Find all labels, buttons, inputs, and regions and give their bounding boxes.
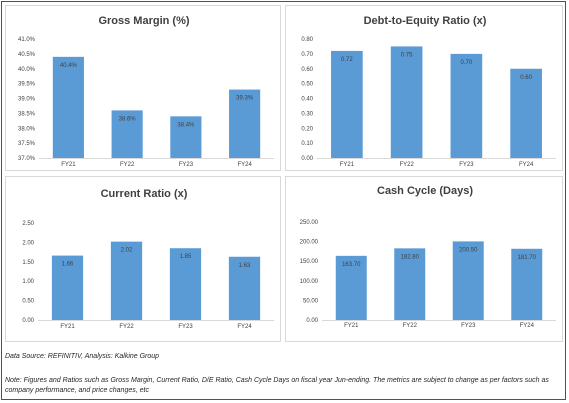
chart-debt-to-equity-svg: Debt-to-Equity Ratio (x) 0.00 0.10 0.20 0.30… <box>301 15 556 168</box>
debt-to-equity-ytick-label: 0.30 <box>301 111 313 117</box>
debt-to-equity-title: Debt-to-Equity Ratio (x) <box>364 15 487 27</box>
gross-margin-ytick-label: 37.0% <box>18 156 36 162</box>
cash-cycle-bar <box>452 241 484 320</box>
note-text: Note: Figures and Ratios such as Gross M… <box>5 377 549 394</box>
debt-to-equity-category-label: FY23 <box>459 162 474 168</box>
current-ratio-ytick-label: 2.50 <box>22 221 34 227</box>
cash-cycle-data-label: 163.70 <box>342 262 361 268</box>
gross-margin-category-label: FY23 <box>179 162 194 168</box>
debt-to-equity-category-label: FY21 <box>340 162 355 168</box>
data-source-text: Data Source: REFINITIV, Analysis: Kalkin… <box>5 353 160 360</box>
cash-cycle-category-label: FY24 <box>520 323 535 329</box>
current-ratio-category-label: FY22 <box>119 324 134 330</box>
current-ratio-category-label: FY21 <box>60 324 75 330</box>
cash-cycle-data-label: 182.80 <box>401 254 420 260</box>
chart-debt-to-equity: Debt-to-Equity Ratio (x) 0.00 0.10 0.20 0.30… <box>285 5 563 171</box>
gross-margin-bar <box>229 89 261 158</box>
debt-to-equity-category-label: FY24 <box>519 162 534 168</box>
gross-margin-ytick-label: 41.0% <box>18 37 36 43</box>
current-ratio-category-label: FY24 <box>237 324 252 330</box>
cash-cycle-data-label: 200.50 <box>459 247 478 253</box>
gross-margin-data-label: 38.6% <box>119 116 137 122</box>
gross-margin-bar <box>111 110 143 158</box>
debt-to-equity-ytick-label: 0.00 <box>301 156 313 162</box>
debt-to-equity-ytick-label: 0.60 <box>301 67 313 73</box>
current-ratio-bar <box>169 248 202 320</box>
debt-to-equity-bar <box>390 46 423 158</box>
debt-to-equity-ytick-label: 0.40 <box>301 97 313 103</box>
current-ratio-ytick-label: 0.50 <box>22 299 34 305</box>
current-ratio-ytick-label: 0.00 <box>22 318 34 324</box>
gross-margin-data-label: 38.4% <box>177 122 195 128</box>
current-ratio-ytick-label: 1.00 <box>22 279 34 285</box>
gross-margin-ytick-label: 38.5% <box>18 111 36 117</box>
cash-cycle-category-label: FY22 <box>403 323 418 329</box>
current-ratio-bar <box>110 241 143 320</box>
gross-margin-data-label: 40.4% <box>60 63 78 69</box>
gross-margin-ytick-label: 40.0% <box>18 67 36 73</box>
gross-margin-ytick-label: 40.5% <box>18 52 36 58</box>
chart-cash-cycle-svg: Cash Cycle (Days) 0.00 50.00 100.00 150.00 20… <box>300 185 556 329</box>
gross-margin-bar <box>170 116 202 158</box>
debt-to-equity-ytick-label: 0.20 <box>301 126 313 132</box>
current-ratio-ytick-label: 2.00 <box>22 240 34 246</box>
cash-cycle-ytick-label: 200.00 <box>300 240 319 246</box>
chart-current-ratio-svg: Current Ratio (x) 0.00 0.50 1.00 1.50 2.00 2.5… <box>22 188 274 330</box>
cash-cycle-ytick-label: 50.00 <box>303 298 319 304</box>
debt-to-equity-ytick-label: 0.70 <box>301 52 313 58</box>
chart-current-ratio: Current Ratio (x) 0.00 0.50 1.00 1.50 2.00 2.5… <box>5 176 281 342</box>
debt-to-equity-ytick-label: 0.80 <box>301 37 313 43</box>
debt-to-equity-bar <box>450 53 483 158</box>
gross-margin-category-label: FY21 <box>61 162 76 168</box>
current-ratio-data-label: 1.85 <box>180 254 192 260</box>
cash-cycle-category-label: FY21 <box>344 323 359 329</box>
debt-to-equity-category-label: FY22 <box>399 162 414 168</box>
current-ratio-bar <box>51 255 84 320</box>
debt-to-equity-bar <box>510 68 542 158</box>
cash-cycle-ytick-label: 0.00 <box>306 318 318 324</box>
gross-margin-category-label: FY24 <box>237 162 252 168</box>
chart-cash-cycle: Cash Cycle (Days) 0.00 50.00 100.00 150.00 20… <box>285 176 563 342</box>
debt-to-equity-ytick-label: 0.10 <box>301 141 313 147</box>
cash-cycle-title: Cash Cycle (Days) <box>377 185 473 197</box>
cash-cycle-category-label: FY23 <box>461 323 476 329</box>
cash-cycle-data-label: 181.70 <box>518 255 537 261</box>
gross-margin-title: Gross Margin (%) <box>98 15 189 27</box>
gross-margin-category-label: FY22 <box>120 162 135 168</box>
gross-margin-ytick-label: 37.5% <box>18 141 36 147</box>
debt-to-equity-data-label: 0.72 <box>341 57 353 63</box>
chart-gross-margin-svg: Gross Margin (%) 37.0% 37.5% 38.0% 38.5% 39.0… <box>18 15 274 168</box>
debt-to-equity-data-label: 0.70 <box>461 60 473 66</box>
gross-margin-bar <box>52 56 84 158</box>
current-ratio-ytick-label: 1.50 <box>22 260 34 266</box>
gross-margin-ytick-label: 39.5% <box>18 82 36 88</box>
current-ratio-data-label: 2.02 <box>121 248 133 254</box>
gross-margin-ytick-label: 38.0% <box>18 126 36 132</box>
current-ratio-data-label: 1.63 <box>239 263 251 269</box>
cash-cycle-ytick-label: 250.00 <box>300 220 319 226</box>
chart-gross-margin: Gross Margin (%) 37.0% 37.5% 38.0% 38.5% 39.0… <box>5 5 281 171</box>
debt-to-equity-ytick-label: 0.50 <box>301 82 313 88</box>
current-ratio-title: Current Ratio (x) <box>101 188 188 200</box>
cash-cycle-bar <box>394 248 426 320</box>
cash-cycle-ytick-label: 150.00 <box>300 259 319 265</box>
cash-cycle-bar <box>511 248 543 320</box>
cash-cycle-bar <box>335 255 367 320</box>
current-ratio-bar <box>228 256 261 320</box>
cash-cycle-ytick-label: 100.00 <box>300 279 319 285</box>
debt-to-equity-data-label: 0.60 <box>520 75 532 81</box>
gross-margin-data-label: 39.3% <box>236 96 254 102</box>
current-ratio-category-label: FY23 <box>178 324 193 330</box>
current-ratio-data-label: 1.66 <box>62 262 74 268</box>
gross-margin-ytick-label: 39.0% <box>18 97 36 103</box>
debt-to-equity-bar <box>331 50 363 158</box>
debt-to-equity-data-label: 0.75 <box>401 52 413 58</box>
